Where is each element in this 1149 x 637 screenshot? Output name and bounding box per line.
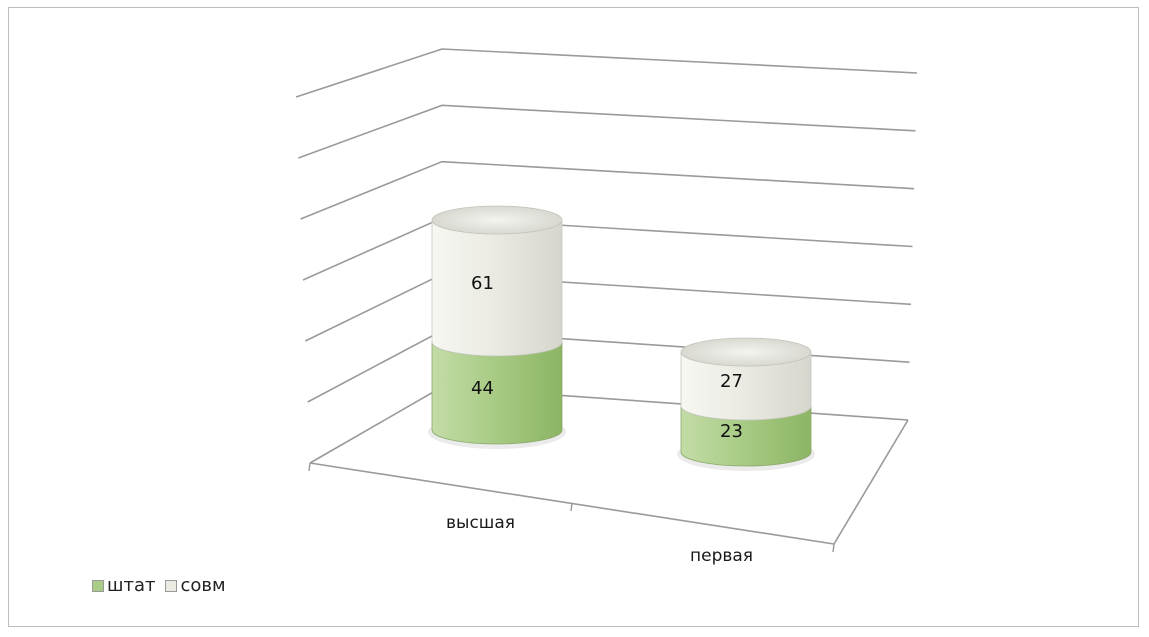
axis-layer: [308, 386, 909, 553]
bar-segment: [431, 341, 563, 445]
gridline: [307, 329, 910, 403]
data-label: 61: [471, 273, 494, 294]
gridline: [298, 104, 916, 159]
legend-swatch: [165, 579, 178, 592]
gridline: [300, 160, 915, 220]
x-axis-line: [309, 419, 909, 545]
legend-label: совм: [180, 575, 226, 596]
labels-layer: 44 61 высшая 23 27 первая: [446, 273, 753, 566]
x-tick-label: первая: [690, 546, 753, 566]
bar-segment: [431, 219, 563, 357]
gridline: [295, 48, 918, 98]
x-axis-tick: [308, 462, 311, 472]
data-label: 23: [720, 421, 743, 442]
legend-label: штат: [107, 575, 156, 596]
floor-back-edge: [309, 386, 909, 464]
bars-layer: [428, 205, 815, 471]
x-tick-label: высшая: [446, 513, 515, 533]
gridline: [304, 273, 912, 342]
cylinder-top: [680, 337, 812, 367]
grid-layer: [295, 48, 918, 403]
cylinder-top: [431, 205, 563, 235]
x-axis-tick: [832, 543, 835, 553]
legend-swatch: [92, 579, 104, 592]
data-label: 27: [720, 371, 743, 392]
legend-item-sovm: совм: [165, 575, 226, 596]
gridline: [302, 217, 913, 281]
legend: штат совм: [92, 575, 236, 596]
legend-item-shtat: штат: [92, 575, 155, 596]
data-label: 44: [471, 378, 494, 399]
chart-frame: [8, 7, 1139, 627]
x-axis-tick: [570, 502, 573, 512]
